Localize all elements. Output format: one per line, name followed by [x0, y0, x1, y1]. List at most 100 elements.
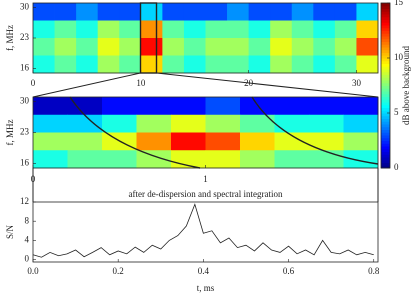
heat-cell	[313, 20, 336, 39]
colorbar-strip	[381, 124, 390, 128]
heat-cell	[313, 3, 336, 21]
heat-cell	[67, 97, 103, 116]
heat-cell	[248, 38, 271, 56]
heat-cell	[240, 132, 275, 151]
heat-cell	[291, 38, 314, 56]
colorbar-strip	[381, 157, 390, 161]
colorbar-strip	[381, 137, 390, 141]
heat-cell	[102, 97, 137, 116]
heat-cell	[183, 3, 206, 21]
colorbar-strip	[381, 104, 390, 108]
heat-cell	[54, 3, 77, 21]
y-tick-label: 23	[20, 32, 30, 42]
colorbar-strip	[381, 82, 390, 86]
heat-cell	[102, 114, 137, 133]
colorbar-strip	[381, 126, 390, 130]
heat-cell	[313, 55, 336, 74]
x-tick-label: 10	[136, 78, 146, 88]
heat-cell	[136, 97, 172, 116]
heat-cell	[291, 3, 314, 21]
heat-cell	[227, 20, 250, 39]
heat-cell	[274, 97, 310, 116]
heat-cell	[33, 114, 68, 133]
y-axis-label: f, MHz	[5, 25, 15, 51]
heat-cell	[274, 150, 310, 169]
heat-cell	[97, 55, 120, 74]
colorbar-strip	[381, 154, 390, 158]
y-axis-label: f, MHz	[5, 120, 15, 146]
colorbar-strip	[381, 58, 390, 62]
colorbar-strip	[381, 110, 390, 114]
zoom-line	[156, 72, 379, 98]
y-tick-label: 0	[25, 254, 30, 264]
heat-cell	[183, 38, 206, 56]
colorbar-strip	[381, 135, 390, 139]
colorbar-strip	[381, 146, 390, 150]
zoom-box	[139, 2, 158, 74]
y-tick-label: 30	[20, 96, 30, 106]
panel-title: after de-dispersion and spectral integra…	[129, 189, 283, 199]
heat-cell	[119, 38, 142, 56]
heat-cell	[343, 97, 379, 116]
y-tick-label: 30	[20, 1, 30, 11]
colorbar-strip	[381, 71, 390, 75]
colorbar-strip	[381, 132, 390, 136]
heat-cell	[171, 114, 206, 133]
heat-cell	[136, 114, 172, 133]
heat-cell	[205, 97, 241, 116]
colorbar-strip	[381, 22, 390, 26]
colorbar-strip	[381, 77, 390, 81]
colorbar-strip	[381, 47, 390, 51]
heat-cell	[67, 150, 103, 169]
heat-cell	[97, 38, 120, 56]
heat-cell	[343, 150, 379, 169]
heat-cell	[140, 20, 163, 39]
heat-cell	[334, 55, 357, 74]
heat-cell	[240, 114, 275, 133]
y-tick-label: 5	[394, 107, 399, 117]
colorbar-strip	[381, 165, 390, 169]
colorbar-strip	[381, 102, 390, 106]
heat-cell	[54, 20, 77, 39]
heat-cell	[162, 38, 185, 56]
y-tick-label: 12	[20, 196, 29, 206]
heat-cell	[119, 55, 142, 74]
colorbar-strip	[381, 88, 390, 92]
heat-cell	[356, 3, 379, 21]
colorbar-strip	[381, 140, 390, 144]
colorbar-strip	[381, 121, 390, 125]
heat-cell	[313, 38, 336, 56]
colorbar-strip	[381, 96, 390, 100]
heat-cell	[54, 38, 77, 56]
heat-cell	[205, 20, 228, 39]
frame	[380, 2, 391, 169]
heat-cell	[76, 38, 99, 56]
colorbar-strip	[381, 3, 390, 7]
dispersion-curve	[69, 96, 201, 169]
heat-cell	[140, 3, 163, 21]
heat-cell	[76, 55, 99, 74]
heat-cell	[274, 114, 310, 133]
colorbar-strip	[381, 41, 390, 45]
heat-cell	[119, 3, 142, 21]
dispersion-curve	[251, 96, 379, 165]
heat-cell	[334, 3, 357, 21]
heat-cell	[97, 20, 120, 39]
y-tick-label: 15	[394, 0, 404, 7]
colorbar-strip	[381, 52, 390, 56]
heat-cell	[270, 55, 293, 74]
zoom-line	[32, 72, 141, 98]
heat-cell	[76, 3, 99, 21]
y-tick-label: 4	[25, 234, 30, 244]
colorbar-strip	[381, 11, 390, 15]
heat-cell	[334, 38, 357, 56]
heat-cell	[102, 150, 137, 169]
heat-cell	[227, 3, 250, 21]
colorbar-strip	[381, 91, 390, 95]
heat-cell	[33, 3, 55, 21]
colorbar-strip	[381, 55, 390, 59]
heat-cell	[162, 20, 185, 39]
colorbar-strip	[381, 60, 390, 64]
